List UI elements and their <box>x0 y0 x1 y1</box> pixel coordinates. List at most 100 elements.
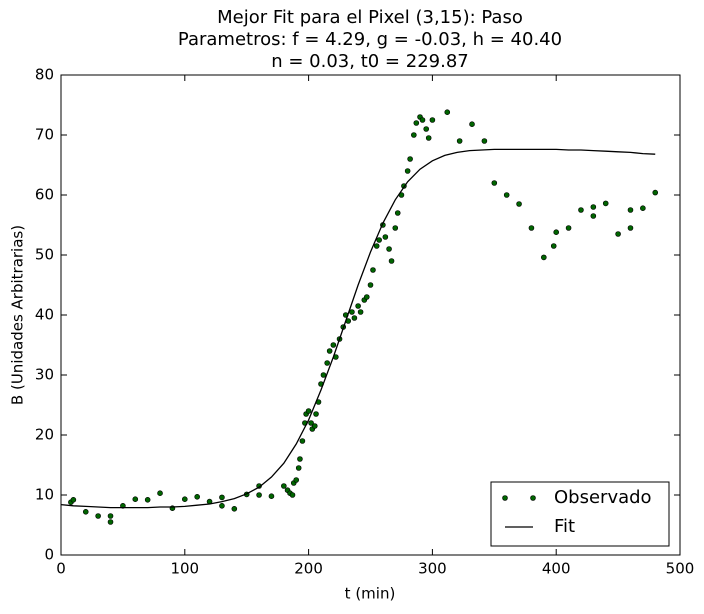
data-point <box>503 192 510 198</box>
data-point <box>256 492 262 498</box>
legend-box <box>490 481 670 547</box>
data-point <box>70 496 77 503</box>
data-point <box>297 456 303 462</box>
data-point <box>541 254 547 261</box>
data-point <box>357 309 364 315</box>
data-point <box>144 496 151 503</box>
data-point <box>388 258 395 264</box>
y-tick-label: 20 <box>35 426 54 444</box>
data-point <box>351 315 358 321</box>
x-tick-label: 300 <box>418 560 447 578</box>
x-tick-label: 200 <box>294 560 323 578</box>
data-point <box>392 225 399 231</box>
data-point <box>268 493 275 500</box>
data-point <box>289 492 296 498</box>
data-point <box>349 309 355 315</box>
data-point <box>419 117 426 123</box>
data-point <box>615 231 621 237</box>
data-point <box>528 225 535 231</box>
data-point <box>429 117 436 123</box>
data-point <box>367 282 374 288</box>
data-point <box>299 438 306 444</box>
y-tick-label: 50 <box>35 246 54 264</box>
chart-title: Parametros: f = 4.29, g = -0.03, h = 40.… <box>178 29 562 50</box>
y-tick-label: 40 <box>35 306 54 324</box>
plot-frame <box>60 74 681 556</box>
data-point <box>373 243 380 249</box>
data-point <box>640 205 646 211</box>
data-point <box>411 132 417 138</box>
data-point <box>444 109 451 115</box>
legend-label: Fit <box>554 516 575 537</box>
data-point <box>324 360 330 366</box>
data-point <box>194 493 200 500</box>
data-point <box>326 348 333 354</box>
data-point <box>82 508 89 515</box>
data-point <box>469 121 475 127</box>
data-point <box>231 505 238 512</box>
data-point <box>308 420 314 426</box>
data-point <box>565 225 572 231</box>
data-point <box>491 180 498 186</box>
data-point <box>481 138 488 144</box>
legend-label: Observado <box>554 487 652 508</box>
chart-title: n = 0.03, t0 = 229.87 <box>271 51 468 72</box>
y-tick-label: 0 <box>44 546 54 564</box>
data-point <box>107 519 114 525</box>
data-point <box>305 408 312 414</box>
y-tick-label: 60 <box>35 186 54 204</box>
data-point <box>376 237 382 243</box>
data-point <box>219 494 225 501</box>
x-tick-label: 400 <box>542 560 571 578</box>
data-point <box>553 229 560 235</box>
fit-line <box>60 148 656 509</box>
data-point <box>382 234 389 240</box>
x-axis-label: t (min) <box>345 585 396 603</box>
data-point <box>320 372 327 378</box>
data-point <box>132 496 139 503</box>
data-point <box>394 210 401 216</box>
data-point <box>578 207 584 213</box>
data-point <box>182 496 188 503</box>
data-point <box>627 207 634 213</box>
data-point <box>404 168 411 174</box>
data-point <box>627 225 634 231</box>
y-tick-label: 80 <box>35 66 54 84</box>
y-tick-label: 10 <box>35 486 54 504</box>
y-axis-label: B (Unidades Arbitrarias) <box>9 225 27 405</box>
data-point <box>652 189 659 196</box>
data-point <box>293 477 300 483</box>
x-tick-label: 100 <box>170 560 199 578</box>
data-point <box>516 201 522 207</box>
data-point <box>413 120 420 126</box>
data-point <box>157 490 163 497</box>
data-point <box>219 502 225 509</box>
data-point <box>550 243 557 249</box>
legend-marker <box>502 495 508 501</box>
data-point <box>407 156 413 162</box>
y-tick-label: 30 <box>35 366 54 384</box>
data-point <box>386 246 392 252</box>
data-point <box>313 411 319 417</box>
data-point <box>590 213 597 219</box>
x-tick-label: 500 <box>666 560 695 578</box>
data-point <box>295 465 302 471</box>
data-point <box>355 303 361 309</box>
data-point <box>311 423 318 429</box>
data-point <box>363 294 370 300</box>
chart-title: Mejor Fit para el Pixel (3,15): Paso <box>217 7 523 28</box>
data-point <box>602 200 609 207</box>
legend-marker <box>530 495 536 501</box>
data-point <box>281 483 287 489</box>
data-point <box>330 342 337 348</box>
data-point <box>107 513 114 519</box>
data-point <box>370 267 376 273</box>
data-point <box>423 126 430 132</box>
data-point <box>590 204 597 210</box>
data-point <box>456 138 463 144</box>
data-point <box>425 135 432 141</box>
data-point <box>95 513 101 519</box>
x-tick-label: 0 <box>56 560 66 578</box>
